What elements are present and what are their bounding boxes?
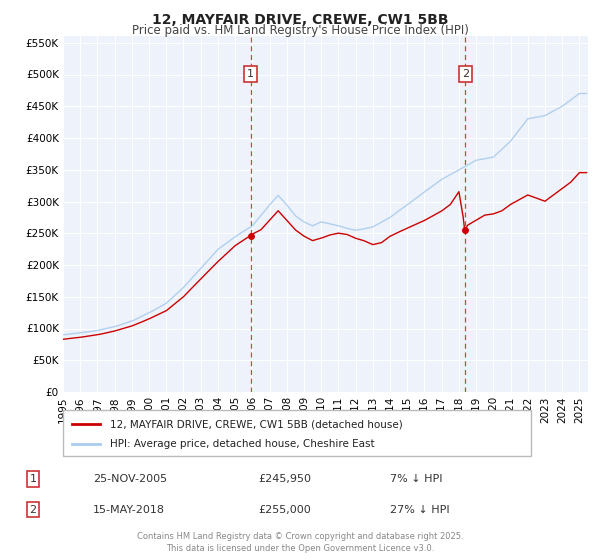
- Text: £245,950: £245,950: [258, 474, 311, 484]
- Text: 12, MAYFAIR DRIVE, CREWE, CW1 5BB: 12, MAYFAIR DRIVE, CREWE, CW1 5BB: [152, 13, 448, 27]
- Text: 1: 1: [29, 474, 37, 484]
- Text: Contains HM Land Registry data © Crown copyright and database right 2025.
This d: Contains HM Land Registry data © Crown c…: [137, 533, 463, 553]
- Text: 25-NOV-2005: 25-NOV-2005: [93, 474, 167, 484]
- Text: 1: 1: [247, 69, 254, 79]
- Text: 2: 2: [462, 69, 469, 79]
- Text: 12, MAYFAIR DRIVE, CREWE, CW1 5BB (detached house): 12, MAYFAIR DRIVE, CREWE, CW1 5BB (detac…: [110, 419, 403, 430]
- Text: 15-MAY-2018: 15-MAY-2018: [93, 505, 165, 515]
- Text: Price paid vs. HM Land Registry's House Price Index (HPI): Price paid vs. HM Land Registry's House …: [131, 24, 469, 37]
- Text: 2: 2: [29, 505, 37, 515]
- Text: 27% ↓ HPI: 27% ↓ HPI: [390, 505, 449, 515]
- Text: £255,000: £255,000: [258, 505, 311, 515]
- FancyBboxPatch shape: [63, 410, 531, 456]
- Text: 7% ↓ HPI: 7% ↓ HPI: [390, 474, 443, 484]
- Text: HPI: Average price, detached house, Cheshire East: HPI: Average price, detached house, Ches…: [110, 438, 374, 449]
